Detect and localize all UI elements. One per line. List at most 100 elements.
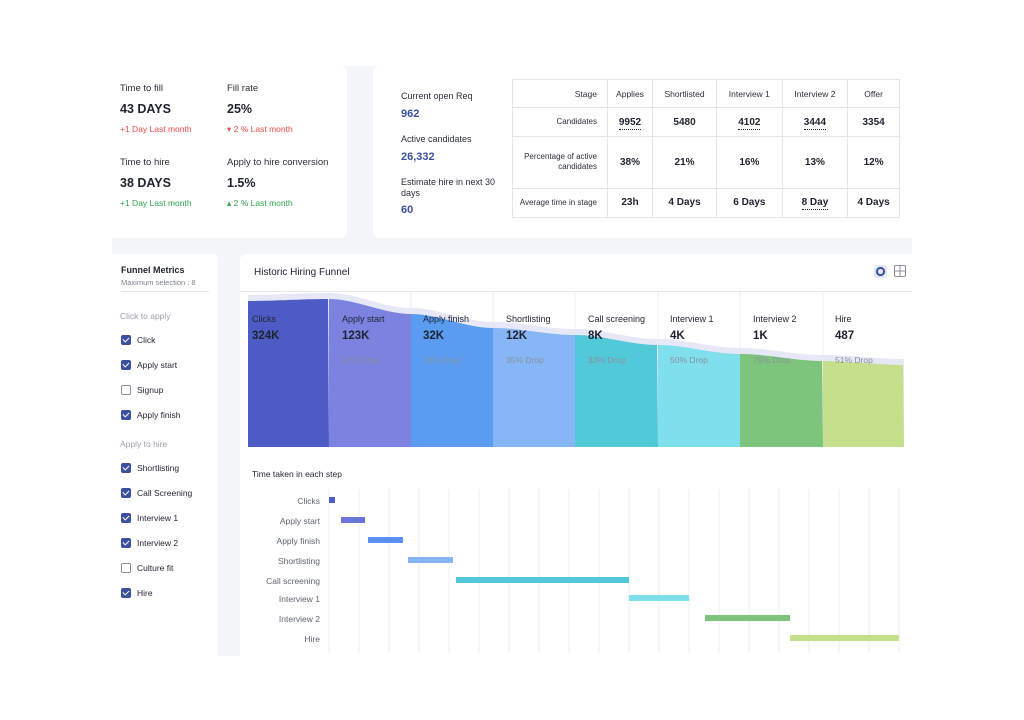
stage-drop: 33% Drop [588,355,626,365]
group-label: Click to apply [120,311,171,321]
funnel-band-interview-1[interactable] [658,345,740,447]
checkbox-call-screening[interactable]: Call Screening [121,488,192,498]
time-bar-interview-2[interactable] [705,615,790,621]
kpi-fill-rate: Fill rate 25% ▾ 2 % Last month [227,83,293,135]
stage-name: Interview 2 [753,314,797,324]
checkbox-culture-fit[interactable]: Culture fit [121,563,173,573]
divider [121,291,209,292]
checkbox-apply-finish[interactable]: Apply finish [121,410,180,420]
kpi-value: 38 DAYS [120,176,171,190]
stage-name: Apply start [342,314,385,324]
table-cell: 3354 [847,106,900,138]
time-row-label: Hire [304,634,320,644]
checkbox-checked-icon[interactable] [121,538,131,548]
stage-header: Interview 2 [781,79,849,108]
checkbox-unchecked-icon[interactable] [121,385,131,395]
table-cell: 38% [607,136,653,189]
req-value: 962 [401,108,420,120]
row-label: Candidates [512,106,608,138]
stage-drop: 35% Drop [506,355,544,365]
table-cell: 13% [781,136,849,189]
donut-view-icon[interactable] [873,264,887,278]
time-bar-interview-1[interactable] [629,595,689,601]
stage-value: 324K [252,330,280,342]
stage-name: Interview 1 [670,314,714,324]
checkbox-label: Apply start [137,360,178,370]
checkbox-checked-icon[interactable] [121,488,131,498]
checkbox-shortlisting[interactable]: Shortlisting [121,463,179,473]
funnel-band-apply-finish[interactable] [411,314,493,447]
stage-drop: 51% Drop [835,355,873,365]
time-bar-apply-finish[interactable] [368,537,403,543]
table-cell: 3444 [803,116,827,130]
group-label: Apply to hire [120,439,168,449]
checkbox-label: Interview 1 [137,513,179,523]
kpi-label: Time to fill [120,83,163,94]
kpi-label: Apply to hire conversion [227,157,329,168]
stage-value: 123K [342,330,370,342]
checkbox-interview-1[interactable]: Interview 1 [121,513,178,523]
req-label: Estimate hire in next 30 days [401,177,496,198]
checkbox-checked-icon[interactable] [121,360,131,370]
table-cell: 6 Days [716,187,783,219]
table-row: Candidates 9952 5480 4102 3444 3354 [512,106,900,138]
time-chart-title: Time taken in each step [252,469,342,479]
time-row-label: Interview 1 [278,594,320,604]
checkbox-checked-icon[interactable] [121,513,131,523]
checkbox-apply-start[interactable]: Apply start [121,360,177,370]
funnel-band-clicks[interactable] [248,299,329,447]
table-cell: 5480 [651,106,718,138]
time-bar-hire[interactable] [790,635,899,641]
checkbox-checked-icon[interactable] [121,335,131,345]
funnel-col-clicks: Clicks 324K [252,314,280,342]
table-cell: 16% [716,136,783,189]
kpi-label: Fill rate [227,83,259,94]
stage-name: Hire [835,314,852,324]
funnel-band-apply-start[interactable] [329,299,411,447]
row-label: Average time in stage [512,187,608,219]
stage-value: 12K [506,330,528,342]
stage-header: Shortlisted [651,79,718,108]
funnel-col-hire: Hire 487 51% Drop [835,314,873,365]
kpi-value: 43 DAYS [120,102,171,116]
time-bar-call-screening[interactable] [456,577,629,583]
kpi-apply-to-hire: Apply to hire conversion 1.5% ▴ 2 % Last… [227,157,328,209]
checkbox-checked-icon[interactable] [121,463,131,473]
checkbox-label: Culture fit [137,563,174,573]
funnel-band-shortlisting[interactable] [493,328,575,447]
stage-value: 4K [670,330,685,342]
table-cell: 4 Days [651,187,718,219]
checkbox-signup[interactable]: Signup [121,385,163,395]
table-cell: 23h [607,187,653,219]
checkbox-checked-icon[interactable] [121,588,131,598]
checkbox-checked-icon[interactable] [121,410,131,420]
stage-drop: 50% Drop [670,355,708,365]
funnel-col-shortlisting: Shortlisting 12K 35% Drop [506,314,551,365]
funnel-band-interview-2[interactable] [740,354,823,447]
grid-view-icon[interactable] [893,264,907,278]
time-bar-clicks[interactable] [329,497,335,503]
checkbox-unchecked-icon[interactable] [121,563,131,573]
req-label: Active candidates [401,134,472,144]
checkbox-label: Shortlisting [137,463,180,473]
funnel-band-call-screening[interactable] [575,335,658,447]
kpi-change: ▾ 2 % Last month [227,124,293,134]
historic-funnel-panel: Historic Hiring Funnel Clicks 324K Apply… [240,254,912,656]
table-cell: 4102 [738,116,761,130]
time-row-label: Apply start [279,516,320,526]
time-bar-shortlisting[interactable] [408,557,453,563]
stage-header: Stage [512,79,608,108]
funnel-col-apply-start: Apply start 123K 62% Drop [342,314,385,365]
checkbox-interview-2[interactable]: Interview 2 [121,538,178,548]
funnel-metrics-panel: Funnel Metrics Maximum selection : 8 Cli… [112,254,218,656]
funnel-band-hire[interactable] [823,361,904,447]
checkbox-click[interactable]: Click [121,335,155,345]
table-cell: 9952 [618,116,642,130]
time-bar-apply-start[interactable] [341,517,365,523]
checkbox-hire[interactable]: Hire [121,588,153,598]
funnel-svg [248,291,904,653]
stage-value: 487 [835,330,855,342]
time-row-label: Apply finish [276,536,320,546]
stage-value: 32K [423,330,445,342]
kpi-label: Time to hire [120,157,170,168]
